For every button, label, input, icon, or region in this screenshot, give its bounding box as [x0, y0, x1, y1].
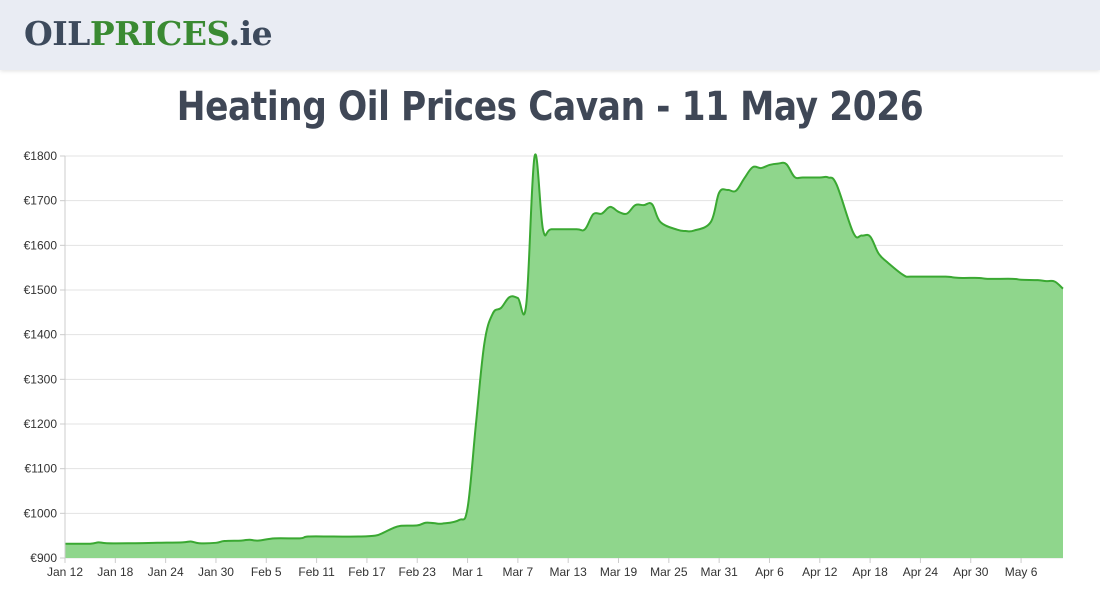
logo-ie-text: .ie	[228, 14, 273, 53]
x-tick-label: Apr 24	[903, 565, 939, 579]
site-logo[interactable]: OILPRICES.ie	[24, 14, 273, 54]
x-tick-label: Jan 30	[198, 565, 234, 579]
price-chart: €900 €1000 €1100 €1200 €1300 €1400 €1500 €1600 €…	[24, 149, 1064, 579]
logo-oil-text: OIL	[24, 14, 90, 53]
x-tick-label: Feb 5	[251, 565, 282, 579]
y-tick-label: €1100	[25, 462, 58, 476]
x-tick-label: Jan 18	[97, 565, 133, 579]
y-tick-label: €1500	[24, 283, 58, 297]
logo-prices-text: PRICES	[89, 14, 229, 53]
x-tick-label: Mar 25	[650, 565, 688, 579]
x-tick-label: Apr 18	[852, 565, 888, 579]
x-tick-label: Mar 7	[503, 565, 534, 579]
y-tick-label: €1800	[24, 149, 58, 163]
x-tick-label: Jan 24	[148, 565, 184, 579]
x-tick-label: Mar 1	[452, 565, 483, 579]
x-tick-label: May 6	[1005, 565, 1038, 579]
x-tick-label: Apr 30	[953, 565, 989, 579]
y-tick-label: €1600	[24, 238, 58, 252]
x-tick-label: Mar 19	[600, 565, 638, 579]
x-tick-label: Mar 13	[550, 565, 588, 579]
site-header: OILPRICES.ie	[0, 0, 1100, 70]
chart-axes: €900 €1000 €1100 €1200 €1300 €1400 €1500 €1600 €…	[24, 149, 1038, 579]
y-tick-label: €900	[30, 551, 57, 565]
x-tick-label: Apr 12	[802, 565, 838, 579]
y-tick-label: €1000	[24, 506, 58, 520]
x-tick-label: Feb 23	[399, 565, 437, 579]
page-title: Heating Oil Prices Cavan - 11 May 2026	[176, 84, 924, 130]
y-tick-label: €1300	[24, 372, 58, 386]
y-tick-label: €1700	[24, 194, 58, 208]
x-tick-label: Jan 12	[47, 565, 83, 579]
y-tick-label: €1200	[24, 417, 58, 431]
price-area-fill	[65, 154, 1063, 558]
x-tick-label: Feb 11	[298, 565, 335, 579]
y-tick-label: €1400	[24, 328, 58, 342]
x-tick-label: Feb 17	[348, 565, 386, 579]
price-line	[64, 153, 1064, 545]
x-tick-label: Mar 31	[700, 565, 738, 579]
x-tick-label: Apr 6	[755, 565, 784, 579]
